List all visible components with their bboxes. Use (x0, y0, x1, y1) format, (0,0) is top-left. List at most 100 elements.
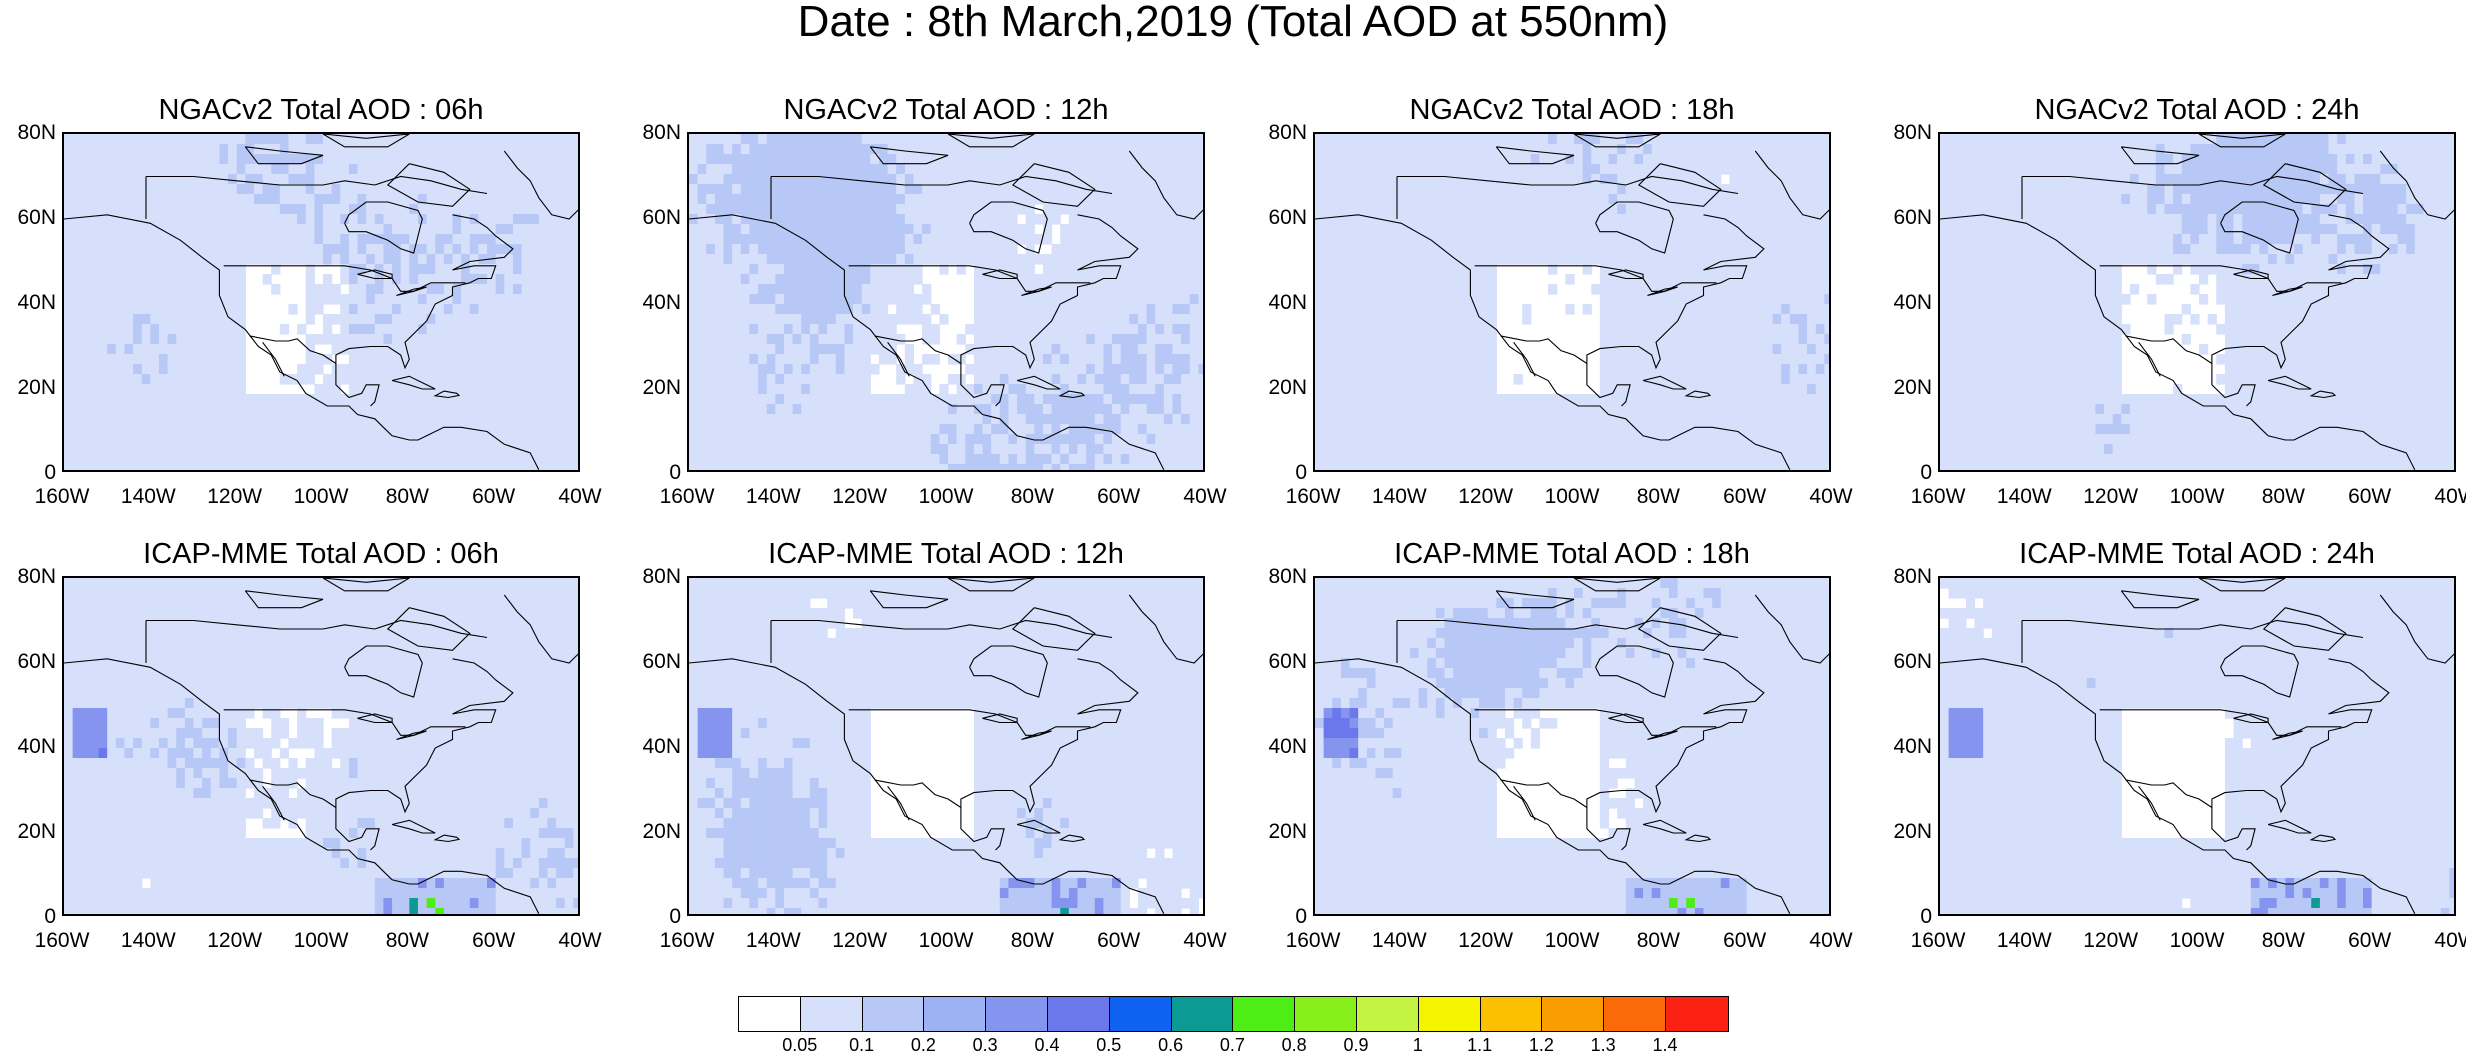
lat-tick-label: 40N (1893, 291, 1932, 314)
lon-tick-label: 60W (2348, 485, 2392, 508)
lon-tick-label: 80W (2261, 929, 2305, 952)
colorbar-label: 1.1 (1467, 1035, 1493, 1055)
lat-tick-label: 0 (44, 905, 56, 928)
lon-tick-label: 160W (34, 929, 90, 952)
colorbar-label: 0.6 (1158, 1035, 1184, 1055)
lon-tick-label: 160W (1285, 485, 1341, 508)
colorbar-swatch (800, 997, 863, 1031)
colorbar-swatch (862, 997, 925, 1031)
lat-tick-label: 80N (17, 565, 56, 588)
colorbar-label: 0.1 (849, 1035, 875, 1055)
aod-map (1313, 132, 1831, 472)
lon-tick-label: 40W (2434, 485, 2466, 508)
lon-tick-label: 140W (120, 929, 176, 952)
lat-tick-label: 0 (669, 905, 681, 928)
lat-tick-label: 60N (1893, 206, 1932, 229)
colorbar-swatch (1665, 997, 1728, 1031)
aod-field (1940, 578, 2454, 914)
aod-field (1315, 134, 1829, 470)
lon-tick-label: 140W (1996, 929, 2052, 952)
lat-tick-label: 80N (642, 565, 681, 588)
lat-tick-label: 60N (1893, 650, 1932, 673)
lon-tick-label: 160W (659, 485, 715, 508)
lon-tick-label: 140W (1996, 485, 2052, 508)
colorbar-label: 1.3 (1590, 1035, 1616, 1055)
lat-tick-label: 80N (1893, 565, 1932, 588)
colorbar-swatch (1171, 997, 1234, 1031)
lon-tick-label: 120W (2083, 929, 2139, 952)
lon-tick-label: 60W (1723, 929, 1767, 952)
colorbar-swatch (986, 997, 1048, 1031)
lat-tick-label: 40N (1268, 291, 1307, 314)
lon-tick-label: 140W (745, 929, 801, 952)
lon-tick-label: 60W (1097, 929, 1141, 952)
lon-tick-label: 120W (832, 929, 888, 952)
colorbar-swatch (1047, 997, 1110, 1031)
lat-tick-label: 60N (17, 206, 56, 229)
lon-tick-label: 40W (1183, 929, 1227, 952)
panel-title: ICAP-MME Total AOD : 24h (2019, 538, 2375, 570)
aod-map (1938, 576, 2456, 916)
aod-field (689, 578, 1203, 914)
lon-tick-label: 160W (659, 929, 715, 952)
colorbar-label: 1.4 (1652, 1035, 1678, 1055)
lon-tick-label: 60W (1723, 485, 1767, 508)
colorbar-label: 1 (1412, 1035, 1423, 1055)
lon-tick-label: 100W (918, 485, 974, 508)
lon-tick-label: 60W (472, 485, 516, 508)
colorbar-swatch (924, 997, 987, 1031)
lat-tick-label: 40N (642, 735, 681, 758)
panel-title: ICAP-MME Total AOD : 06h (143, 538, 499, 570)
lon-tick-label: 80W (1636, 929, 1680, 952)
colorbar-label: 0.3 (972, 1035, 998, 1055)
lat-tick-label: 80N (1268, 565, 1307, 588)
aod-map (687, 576, 1205, 916)
lat-tick-label: 20N (642, 376, 681, 399)
lon-tick-label: 120W (832, 485, 888, 508)
colorbar-swatch (1295, 997, 1357, 1031)
lon-tick-label: 80W (1636, 485, 1680, 508)
lon-tick-label: 80W (1010, 929, 1054, 952)
colorbar-swatch (1604, 997, 1666, 1031)
lon-tick-label: 60W (2348, 929, 2392, 952)
aod-field (1315, 578, 1829, 914)
lat-tick-label: 40N (1893, 735, 1932, 758)
lat-tick-label: 0 (1295, 461, 1307, 484)
aod-map (1313, 576, 1831, 916)
lon-tick-label: 80W (385, 485, 429, 508)
colorbar-label: 0.9 (1343, 1035, 1369, 1055)
lon-tick-label: 100W (1544, 929, 1600, 952)
lon-tick-label: 80W (2261, 485, 2305, 508)
colorbar-swatch (1233, 997, 1296, 1031)
lon-tick-label: 140W (1371, 929, 1427, 952)
lon-tick-label: 160W (1285, 929, 1341, 952)
lon-tick-label: 120W (1458, 485, 1514, 508)
aod-field (1940, 134, 2454, 470)
lon-tick-label: 140W (745, 485, 801, 508)
lat-tick-label: 20N (1268, 376, 1307, 399)
lat-tick-label: 20N (1893, 820, 1932, 843)
lat-tick-label: 80N (1268, 121, 1307, 144)
lat-tick-label: 80N (1893, 121, 1932, 144)
lat-tick-label: 60N (17, 650, 56, 673)
lon-tick-label: 100W (1544, 485, 1600, 508)
aod-field (64, 134, 578, 470)
lon-tick-label: 120W (207, 485, 263, 508)
colorbar-label: 0.8 (1281, 1035, 1307, 1055)
colorbar-label: 0.2 (910, 1035, 936, 1055)
lon-tick-label: 40W (1809, 485, 1853, 508)
panel-title: NGACv2 Total AOD : 18h (1409, 94, 1735, 126)
lon-tick-label: 100W (2169, 485, 2225, 508)
colorbar-label: 0.4 (1034, 1035, 1060, 1055)
lon-tick-label: 100W (2169, 929, 2225, 952)
lat-tick-label: 20N (17, 376, 56, 399)
lat-tick-label: 80N (642, 121, 681, 144)
colorbar-swatch (1109, 997, 1172, 1031)
lat-tick-label: 60N (642, 206, 681, 229)
lon-tick-label: 160W (34, 485, 90, 508)
panel-title: NGACv2 Total AOD : 24h (2034, 94, 2360, 126)
aod-field (689, 134, 1203, 470)
lat-tick-label: 40N (1268, 735, 1307, 758)
lon-tick-label: 80W (1010, 485, 1054, 508)
lat-tick-label: 20N (642, 820, 681, 843)
